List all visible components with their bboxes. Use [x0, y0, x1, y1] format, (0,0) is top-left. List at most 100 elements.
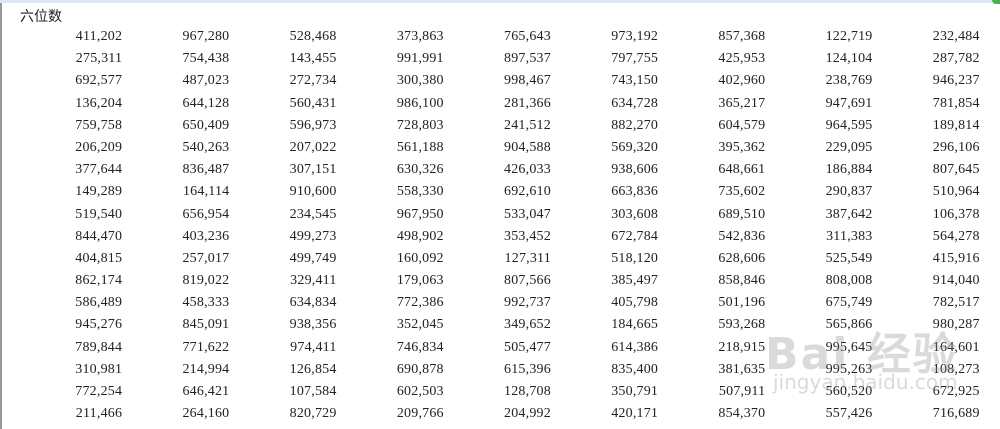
table-cell: 735,602	[718, 184, 766, 200]
table-cell: 746,834	[396, 339, 444, 355]
table-cell: 743,150	[611, 73, 659, 89]
table-cell: 995,645	[825, 339, 873, 355]
table-cell: 964,595	[825, 117, 873, 133]
table-cell: 914,040	[932, 273, 980, 289]
table-cell: 310,981	[75, 361, 123, 377]
table-cell: 160,092	[396, 250, 444, 266]
table-cell: 904,588	[504, 139, 551, 155]
table-cell: 844,470	[75, 228, 123, 244]
table-cell: 807,645	[932, 162, 980, 178]
table-cell: 519,540	[75, 206, 123, 222]
table-cell: 672,925	[932, 384, 980, 399]
table-cell: 415,916	[932, 250, 980, 266]
table-cell: 781,854	[932, 95, 980, 111]
table-cell: 426,033	[504, 162, 551, 178]
table-cell: 124,104	[825, 51, 873, 67]
table-cell: 275,311	[75, 51, 123, 67]
table-cell: 558,330	[396, 184, 444, 200]
table-cell: 350,791	[611, 384, 659, 399]
table-cell: 214,994	[182, 361, 230, 377]
table-cell: 108,273	[932, 361, 980, 377]
table-cell: 820,729	[289, 406, 337, 422]
table-cell: 857,368	[718, 29, 766, 44]
table-cell: 353,452	[504, 228, 551, 244]
table-cell: 352,045	[396, 317, 444, 333]
table-cell: 209,766	[396, 406, 444, 422]
left-border	[0, 3, 2, 429]
table-cell: 771,622	[182, 339, 230, 355]
table-cell: 127,311	[504, 250, 551, 266]
table-cell: 634,834	[289, 295, 337, 311]
table-cell: 528,468	[289, 29, 337, 44]
table-cell: 835,400	[611, 361, 659, 377]
table-cell: 458,333	[182, 295, 230, 311]
table-cell: 854,370	[718, 406, 766, 422]
table-cell: 349,652	[504, 317, 551, 333]
table-cell: 365,217	[718, 95, 766, 111]
table-cell: 675,749	[825, 295, 873, 311]
table-cell: 561,188	[396, 139, 444, 155]
table-cell: 808,008	[825, 273, 873, 289]
table-cell: 862,174	[75, 273, 123, 289]
table-cell: 164,114	[182, 184, 230, 200]
table-cell: 728,803	[396, 117, 444, 133]
table-cell: 689,510	[718, 206, 766, 222]
table-cell: 973,192	[611, 29, 659, 44]
table-cell: 507,911	[718, 384, 766, 399]
table-cell: 974,411	[290, 339, 337, 355]
table-cell: 648,661	[718, 162, 766, 178]
table-cell: 498,902	[396, 228, 444, 244]
table-cell: 518,120	[611, 250, 659, 266]
table-cell: 287,782	[932, 51, 980, 67]
table-cell: 614,386	[611, 339, 659, 355]
table-cell: 586,489	[75, 295, 123, 311]
table-cell: 615,396	[504, 361, 551, 377]
table-cell: 772,254	[75, 384, 123, 399]
table-cell: 772,386	[396, 295, 444, 311]
table-cell: 967,950	[396, 206, 444, 222]
table-cell: 938,606	[611, 162, 659, 178]
table-cell: 565,866	[825, 317, 873, 333]
table-cell: 385,497	[611, 273, 659, 289]
table-cell: 207,022	[289, 139, 337, 155]
table-cell: 593,268	[718, 317, 766, 333]
table-cell: 992,737	[504, 295, 551, 311]
table-cell: 759,758	[75, 117, 123, 133]
table-cell: 998,467	[504, 73, 551, 89]
table-cell: 257,017	[182, 250, 230, 266]
number-table: 411,202 967,280 528,468 373,863 765,643 973,1…	[15, 26, 980, 425]
table-cell: 272,734	[289, 73, 337, 89]
table-cell: 290,837	[825, 184, 873, 200]
table-cell: 604,579	[718, 117, 766, 133]
section-title: 六位数	[20, 9, 62, 25]
table-cell: 947,691	[825, 95, 873, 111]
table-cell: 420,171	[611, 406, 659, 422]
table-cell: 634,728	[611, 95, 659, 111]
table-cell: 533,047	[504, 206, 551, 222]
table-cell: 229,095	[825, 139, 873, 155]
table-cell: 569,320	[611, 139, 659, 155]
table-cell: 143,455	[289, 51, 337, 67]
table-cell: 300,380	[396, 73, 444, 89]
table-cell: 186,884	[825, 162, 873, 178]
table-cell: 980,287	[932, 317, 980, 333]
table-cell: 107,584	[289, 384, 337, 399]
table-cell: 986,100	[396, 95, 444, 111]
table-cell: 938,356	[289, 317, 337, 333]
table-cell: 797,755	[611, 51, 659, 67]
table-cell: 646,421	[182, 384, 230, 399]
table-cell: 307,151	[289, 162, 337, 178]
table-cell: 395,362	[718, 139, 766, 155]
table-cell: 782,517	[932, 295, 980, 311]
table-cell: 789,844	[75, 339, 123, 355]
table-cell: 525,549	[825, 250, 873, 266]
table-cell: 564,278	[932, 228, 980, 244]
table-cell: 128,708	[504, 384, 551, 399]
table-cell: 189,814	[932, 117, 980, 133]
table-cell: 991,991	[396, 51, 444, 67]
table-cell: 149,289	[75, 184, 123, 200]
table-cell: 602,503	[396, 384, 444, 399]
table-cell: 405,798	[611, 295, 659, 311]
table-cell: 402,960	[718, 73, 766, 89]
table-cell: 882,270	[611, 117, 659, 133]
